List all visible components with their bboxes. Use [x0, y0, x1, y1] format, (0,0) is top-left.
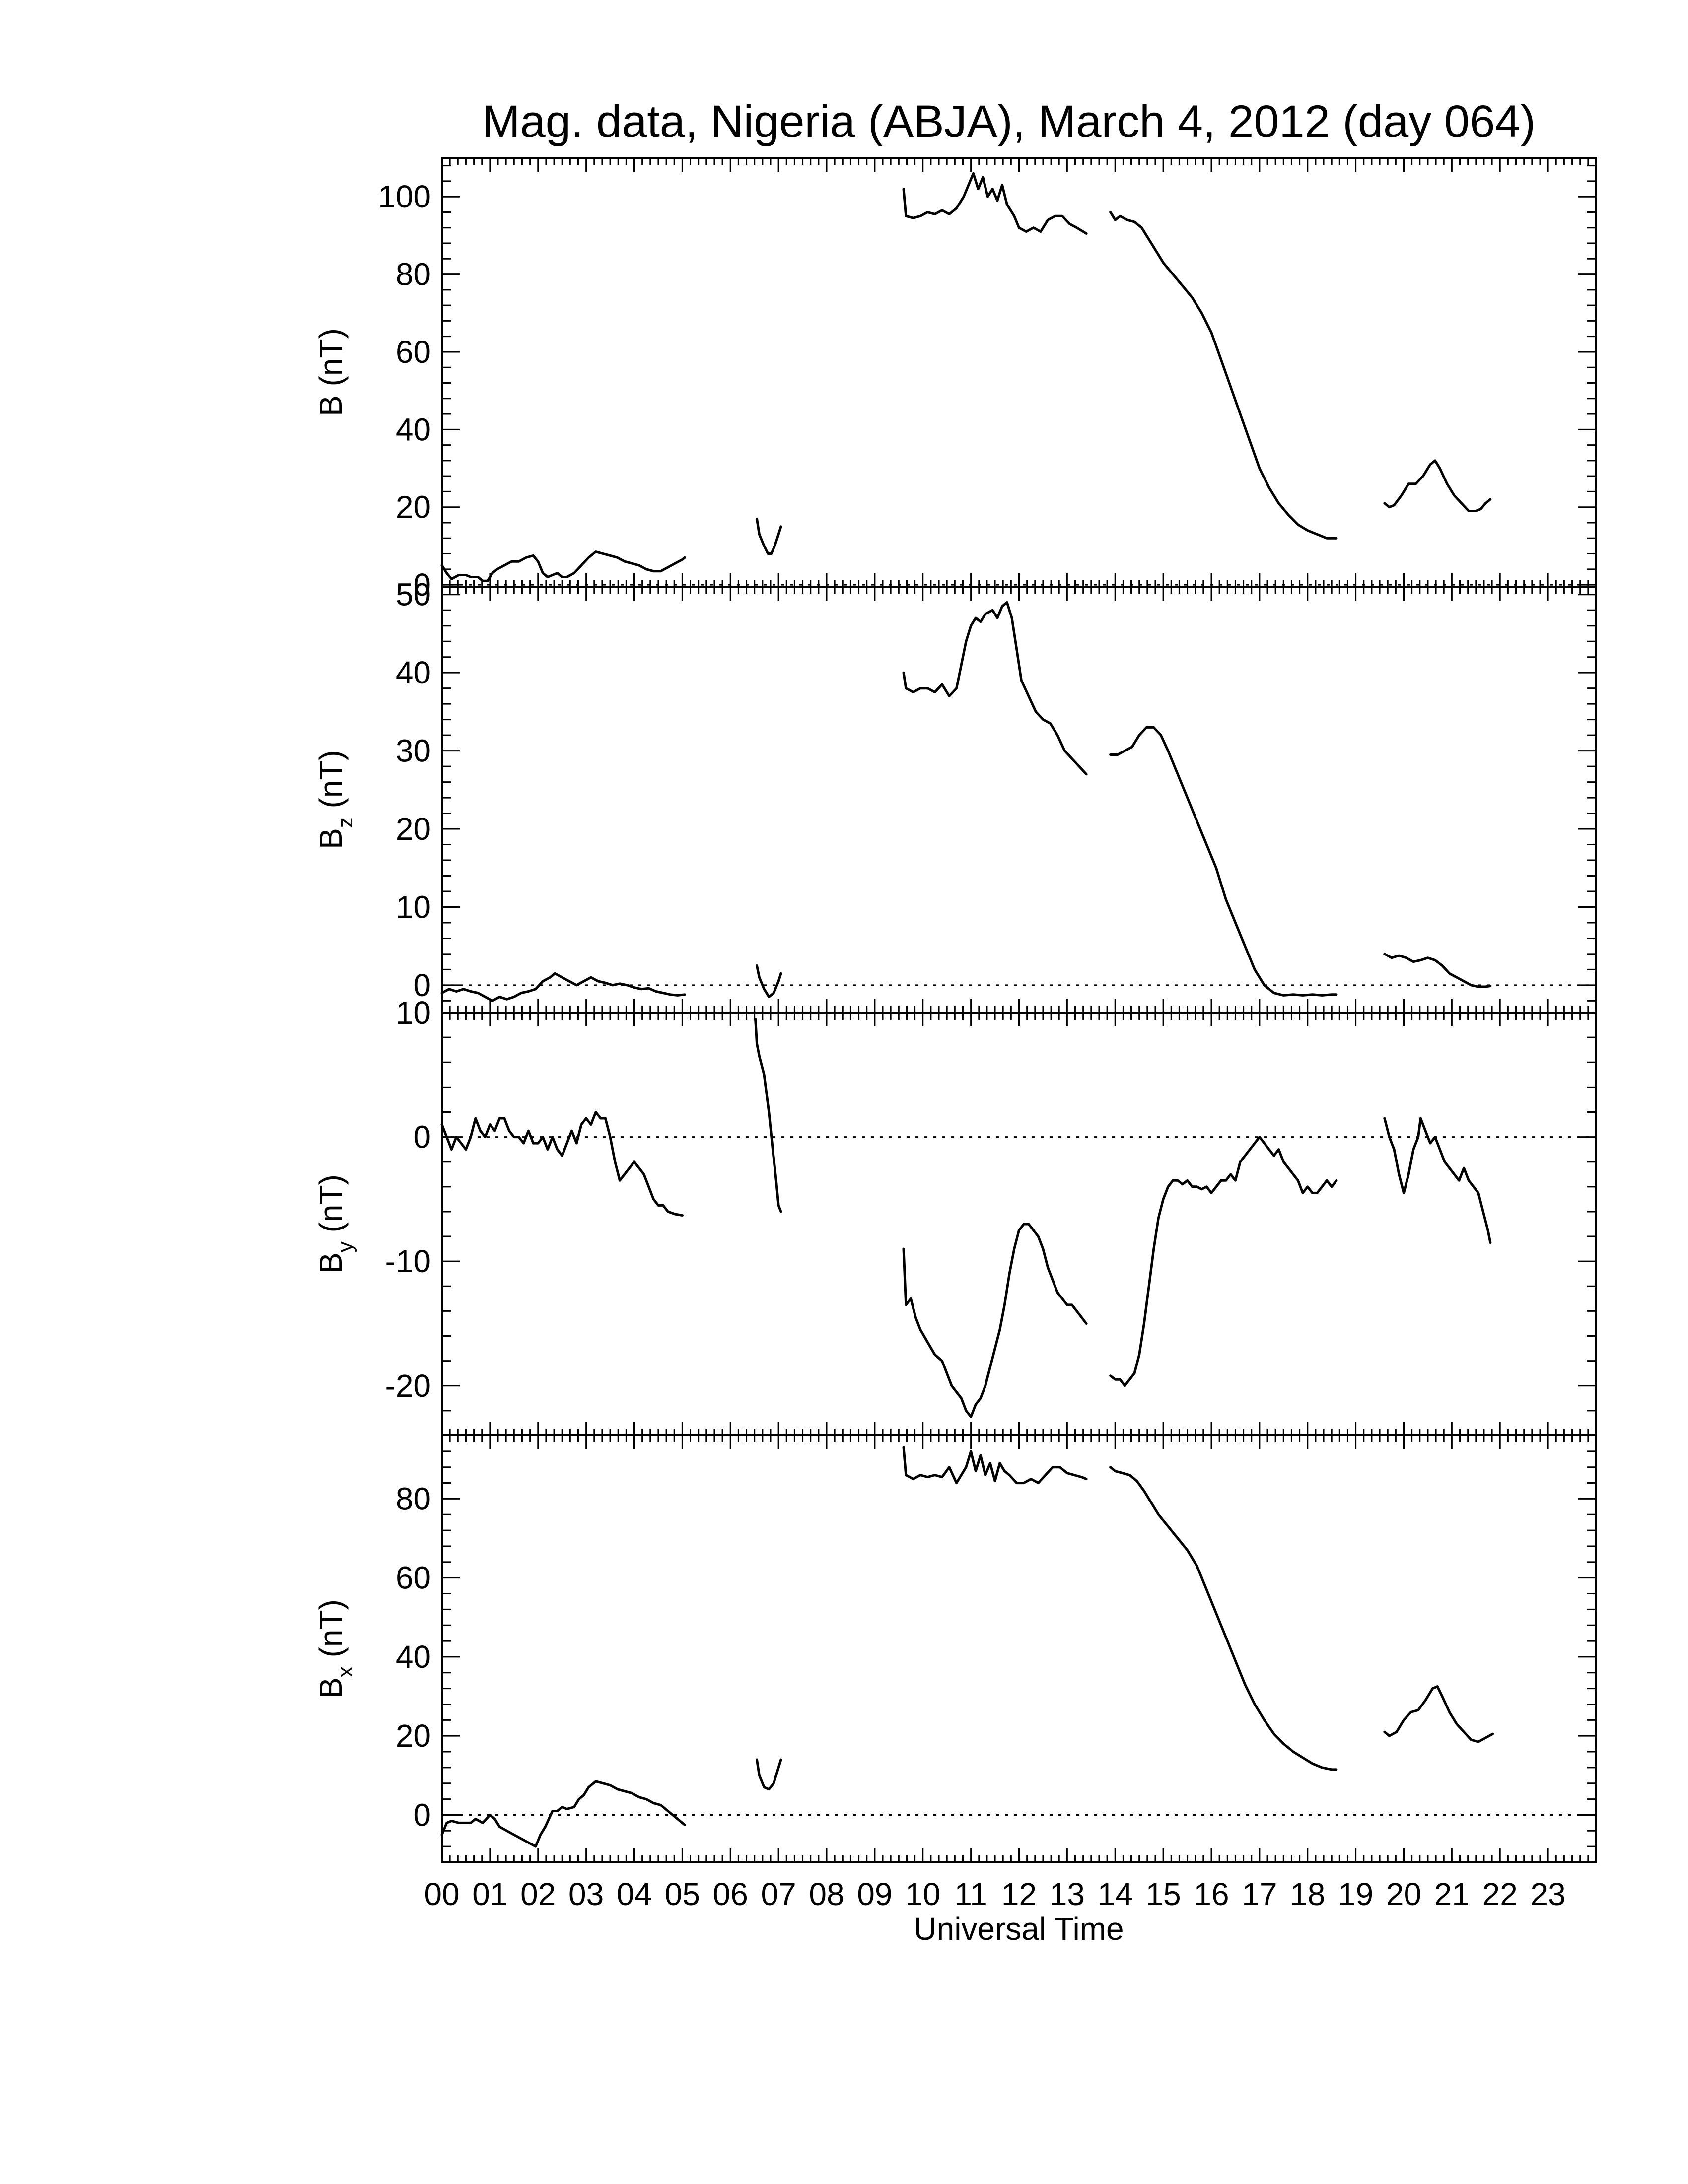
y-tick-label: 0 — [413, 1119, 431, 1155]
trace-B-segment-5 — [1383, 459, 1492, 512]
y-tick-label: 0 — [413, 567, 431, 603]
trace-By-segment-5 — [1383, 1117, 1492, 1244]
panel-frame-By — [441, 1012, 1597, 1436]
trace-B-segment-2 — [756, 517, 782, 555]
y-tick-label: 20 — [396, 1718, 431, 1754]
x-tick-label: 04 — [617, 1876, 652, 1912]
x-tick-label: 13 — [1050, 1876, 1085, 1912]
y-tick-label: 10 — [396, 889, 431, 925]
x-tick-label: 21 — [1434, 1876, 1470, 1912]
trace-Bx-segment-5 — [1383, 1685, 1494, 1743]
y-axis-label-Bz: Bz (nT) — [313, 750, 357, 849]
y-tick-label: -20 — [385, 1368, 431, 1404]
trace-By-segment-2 — [754, 1018, 782, 1213]
chart-title: Mag. data, Nigeria (ABJA), March 4, 2012… — [482, 96, 1536, 147]
trace-By-segment-3 — [902, 1223, 1088, 1418]
x-tick-label: 03 — [568, 1876, 604, 1912]
x-tick-label: 14 — [1098, 1876, 1133, 1912]
y-tick-label: 40 — [396, 411, 431, 447]
y-tick-label: 30 — [396, 733, 431, 769]
y-tick-label: 60 — [396, 1560, 431, 1596]
panel-Bz: 0 10 20 30 40 50 Bz (nT) — [313, 577, 1597, 1014]
x-tick-label: 02 — [520, 1876, 556, 1912]
x-axis: 00 01 02 03 04 05 06 07 08 09 10 11 12 13 14 15 16 17 18 19… — [424, 1876, 1565, 1912]
x-tick-label: 16 — [1194, 1876, 1229, 1912]
y-tick-label: 80 — [396, 1481, 431, 1516]
x-tick-label: 00 — [424, 1876, 459, 1912]
panel-B: 0 20 40 60 80 100 B (nT) — [313, 157, 1597, 603]
y-tick-label: 20 — [396, 811, 431, 847]
panel-By: -20 -10 0 10 By (nT) — [313, 995, 1597, 1436]
panel-frame-Bz — [441, 586, 1597, 1014]
trace-Bx-segment-3 — [902, 1446, 1088, 1485]
trace-Bz-segment-2 — [756, 964, 782, 998]
panel-Bx: 0 20 40 60 80 Bx (nT) — [313, 1434, 1597, 1863]
x-tick-label: 17 — [1242, 1876, 1277, 1912]
x-tick-label: 20 — [1386, 1876, 1421, 1912]
y-tick-label: 0 — [413, 967, 431, 1003]
y-tick-label: -10 — [385, 1243, 431, 1279]
x-tick-label: 12 — [1001, 1876, 1037, 1912]
x-tick-label: 15 — [1146, 1876, 1181, 1912]
x-tick-label: 06 — [713, 1876, 748, 1912]
trace-Bz-segment-5 — [1383, 953, 1492, 988]
trace-Bz-segment-1 — [440, 972, 686, 1002]
y-tick-label: 20 — [396, 489, 431, 525]
x-tick-label: 05 — [665, 1876, 700, 1912]
x-tick-label: 10 — [905, 1876, 940, 1912]
y-tick-label: 0 — [413, 1797, 431, 1833]
x-tick-label: 23 — [1531, 1876, 1566, 1912]
y-axis-label-By: By (nT) — [313, 1174, 357, 1274]
trace-B-segment-3 — [902, 172, 1088, 235]
y-axis-label-B: B (nT) — [313, 328, 349, 416]
y-tick-label: 40 — [396, 655, 431, 690]
y-tick-label: 60 — [396, 334, 431, 370]
x-tick-label: 09 — [857, 1876, 892, 1912]
trace-B-segment-4 — [1109, 211, 1338, 540]
y-axis-label-Bx: Bx (nT) — [313, 1599, 357, 1699]
x-tick-label: 19 — [1338, 1876, 1373, 1912]
trace-Bx-segment-4 — [1109, 1466, 1338, 1771]
x-tick-label: 18 — [1290, 1876, 1325, 1912]
trace-Bx-segment-1 — [440, 1780, 686, 1848]
x-tick-label: 07 — [761, 1876, 796, 1912]
x-axis-label: Universal Time — [914, 1911, 1124, 1947]
panel-frame-B — [441, 157, 1597, 588]
x-tick-label: 08 — [809, 1876, 844, 1912]
y-tick-label: 10 — [396, 995, 431, 1030]
y-tick-label: 100 — [378, 179, 431, 214]
trace-By-segment-1 — [440, 1111, 684, 1217]
x-tick-label: 22 — [1482, 1876, 1518, 1912]
y-tick-label: 50 — [396, 577, 431, 613]
trace-B-segment-1 — [440, 550, 686, 582]
trace-Bz-segment-3 — [902, 601, 1088, 776]
trace-By-segment-4 — [1109, 1136, 1338, 1387]
x-tick-label: 11 — [954, 1876, 987, 1912]
panel-frame-Bx — [441, 1434, 1597, 1863]
x-tick-label: 01 — [472, 1876, 507, 1912]
trace-Bx-segment-2 — [756, 1758, 782, 1791]
y-tick-label: 40 — [396, 1639, 431, 1675]
trace-Bz-segment-4 — [1109, 726, 1338, 997]
y-tick-label: 80 — [396, 257, 431, 292]
